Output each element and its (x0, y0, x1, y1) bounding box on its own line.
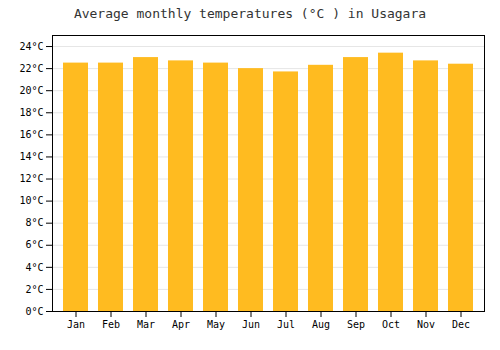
svg-text:0°C: 0°C (25, 306, 43, 317)
svg-text:18°C: 18°C (19, 107, 43, 118)
svg-text:Dec: Dec (452, 319, 470, 330)
svg-text:Jul: Jul (277, 319, 295, 330)
svg-text:Oct: Oct (382, 319, 400, 330)
svg-text:Sep: Sep (347, 319, 365, 330)
svg-text:Apr: Apr (172, 319, 190, 330)
svg-text:Nov: Nov (417, 319, 435, 330)
svg-text:Aug: Aug (312, 319, 330, 330)
svg-text:14°C: 14°C (19, 151, 43, 162)
svg-text:12°C: 12°C (19, 173, 43, 184)
svg-text:16°C: 16°C (19, 129, 43, 140)
svg-text:8°C: 8°C (25, 217, 43, 228)
svg-text:24°C: 24°C (19, 41, 43, 52)
svg-text:4°C: 4°C (25, 262, 43, 273)
svg-text:22°C: 22°C (19, 63, 43, 74)
html-text:Average monthly temperatures (: Average monthly temperatures (°C ) in Us… (73, 6, 427, 21)
svg-text:Jan: Jan (67, 319, 85, 330)
svg-text:Feb: Feb (102, 319, 120, 330)
svg-text:10°C: 10°C (19, 195, 43, 206)
svg-text:6°C: 6°C (25, 239, 43, 250)
svg-text:Jun: Jun (242, 319, 260, 330)
svg-text:Mar: Mar (137, 319, 155, 330)
svg-text:20°C: 20°C (19, 85, 43, 96)
svg-text:May: May (207, 319, 225, 330)
svg-text:2°C: 2°C (25, 284, 43, 295)
